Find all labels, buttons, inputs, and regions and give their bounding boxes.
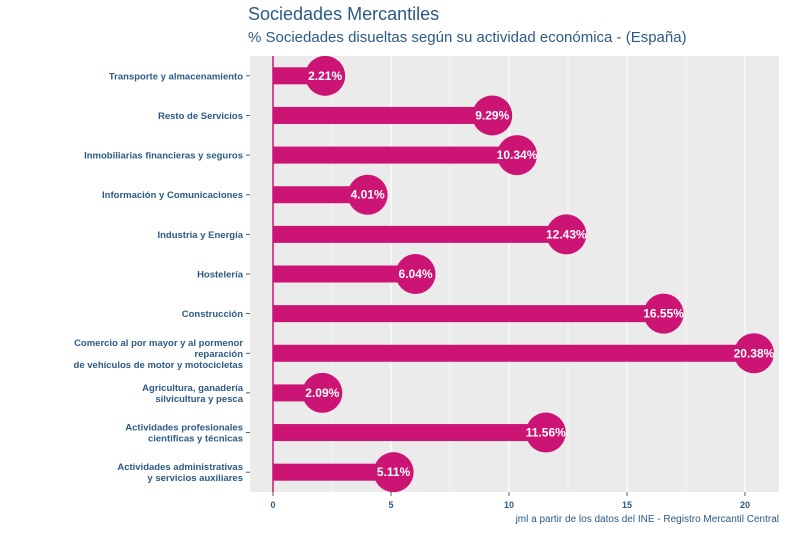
bar	[273, 305, 664, 323]
data-label: 2.09%	[305, 386, 339, 400]
data-label: 4.01%	[351, 188, 385, 202]
category-label: Agricultura, ganadería silvicultura y pes…	[142, 383, 244, 405]
x-tick-label: 20	[740, 500, 750, 510]
data-label: 11.56%	[526, 426, 566, 440]
x-tick-label: 15	[622, 500, 632, 510]
data-label: 20.38%	[734, 346, 775, 360]
category-label: Resto de Servicios	[158, 111, 243, 122]
bar-end-circle	[305, 55, 346, 96]
data-label: 12.43%	[546, 227, 587, 241]
x-tick-label: 10	[504, 500, 514, 510]
data-label: 10.34%	[497, 148, 538, 162]
category-label: Hostelería	[197, 270, 244, 281]
bar	[273, 463, 394, 481]
data-label: 6.04%	[399, 267, 433, 281]
chart-caption: jml a partir de los datos del INE - Regi…	[515, 514, 779, 525]
bar-end-circle	[395, 254, 436, 294]
bar-end-circle	[733, 333, 774, 374]
category-label: Construcción	[182, 309, 243, 320]
category-label: Información y Comunicaciones	[102, 190, 243, 201]
x-tick-label: 0	[270, 500, 275, 510]
category-label: Industria y Energía	[157, 230, 243, 241]
category-label: Inmobiliarias financieras y seguros	[84, 151, 243, 162]
chart-subtitle: % Sociedades disueltas según su activida…	[248, 29, 687, 46]
category-label: Transporte y almacenamiento	[109, 71, 243, 82]
data-label: 5.11%	[377, 465, 411, 479]
bar-end-circle	[347, 174, 388, 215]
bar-end-circle	[373, 452, 414, 493]
bar-end-circle	[643, 293, 684, 334]
bar-end-circle	[497, 135, 538, 176]
bar-end-circle	[546, 214, 587, 255]
data-label: 2.21%	[308, 69, 342, 83]
x-tick-label: 5	[388, 500, 393, 510]
bar	[273, 225, 567, 243]
category-label: Actividades profesionales científicas y t…	[125, 423, 243, 445]
bar-end-circle	[302, 372, 343, 413]
bar	[273, 265, 416, 283]
bar-end-circle	[472, 95, 513, 136]
data-label: 9.29%	[475, 108, 509, 122]
bar-end-circle	[525, 412, 566, 453]
bar	[273, 186, 368, 204]
category-label: Actividades administrativas y servicios a…	[117, 462, 243, 484]
bar	[273, 146, 518, 164]
data-label: 16.55%	[643, 307, 684, 321]
bar	[273, 344, 754, 362]
chart-title: Sociedades Mercantiles	[248, 4, 440, 24]
bar	[273, 106, 493, 124]
bar	[273, 424, 546, 442]
category-label: Comercio al por mayor y al pormenor repar…	[74, 338, 244, 371]
